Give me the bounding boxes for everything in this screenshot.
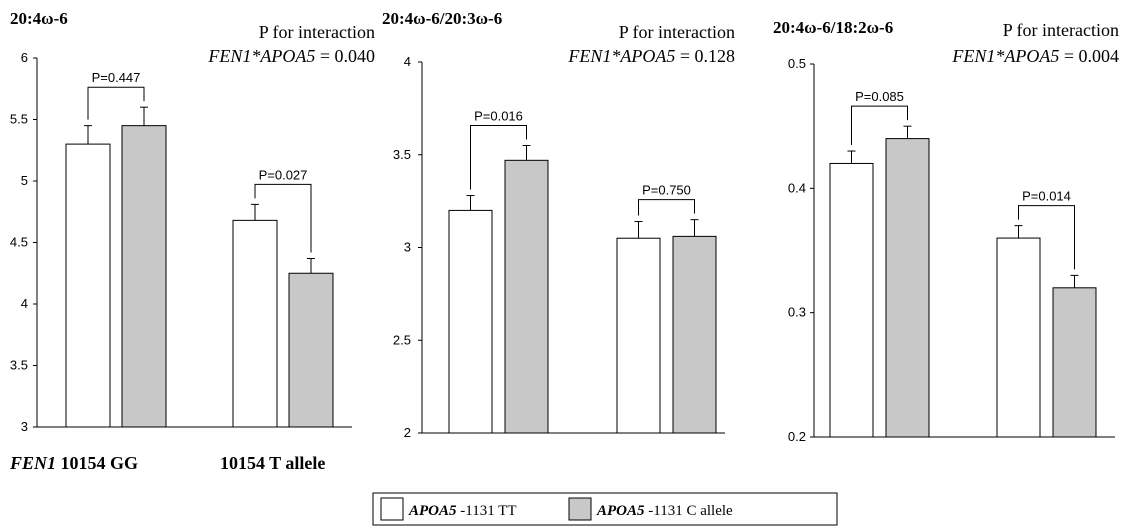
p-value-label: P=0.014 (1022, 189, 1071, 204)
x-category-gene: FEN1 (9, 453, 56, 473)
legend-genotype: -1131 C allele (645, 503, 734, 519)
y-tick-label: 3.5 (10, 358, 28, 373)
interaction-value-line: FEN1*APOA5 = 0.004 (951, 46, 1119, 66)
p-value-label: P=0.027 (259, 167, 308, 182)
panel-aa-la-ratio: 20:4ω-6/18:2ω-6 P for interaction FEN1*A… (773, 18, 1119, 444)
bar-tt (65, 143, 111, 428)
legend-swatch-tt (380, 497, 404, 521)
interaction-value: = 0.004 (1059, 46, 1119, 66)
interaction-value: = 0.040 (315, 46, 375, 66)
interaction-label: P for interaction (619, 22, 735, 42)
y-tick-label: 4.5 (10, 235, 28, 250)
legend-label-tt: APOA5 -1131 TT (408, 503, 517, 519)
p-value-label: P=0.085 (855, 89, 904, 104)
interaction-value-line: FEN1*APOA5 = 0.040 (207, 46, 375, 66)
y-tick-label: 0.2 (788, 429, 806, 444)
bar-tt (448, 209, 493, 434)
y-tick-label: 6 (21, 50, 28, 65)
y-tick-label: 2.5 (393, 332, 411, 347)
plot-area: 3 3.5 4 4.5 5 5.5 6 P=0.447 P=0.027 (10, 50, 352, 434)
p-value-label: P=0.750 (642, 183, 691, 198)
y-tick-label: 4 (21, 296, 28, 311)
interaction-label: P for interaction (259, 22, 375, 42)
significance-bracket (254, 183, 312, 253)
x-category-t-allele: 10154 T allele (220, 453, 325, 473)
interaction-value-line: FEN1*APOA5 = 0.128 (567, 46, 735, 66)
interaction-gene: FEN1*APOA5 (951, 46, 1059, 66)
panel-aa-dgla-ratio: 20:4ω-6/20:3ω-6 P for interaction FEN1*A… (382, 9, 735, 440)
bar-c-allele (885, 138, 930, 438)
bar-c-allele (504, 159, 549, 434)
x-category-gg-text: 10154 GG (56, 453, 138, 473)
interaction-value: = 0.128 (675, 46, 735, 66)
legend-label-c-allele: APOA5 -1131 C allele (596, 503, 733, 519)
interaction-label: P for interaction (1003, 20, 1119, 40)
bar-tt (829, 162, 874, 438)
bar-tt (996, 237, 1041, 438)
legend-gene: APOA5 (408, 503, 457, 519)
bar-c-allele (121, 125, 167, 428)
y-tick-label: 0.5 (788, 56, 806, 71)
significance-bracket (87, 86, 145, 120)
bar-c-allele (672, 235, 717, 434)
panel-title: 20:4ω-6 (10, 9, 68, 28)
y-tick-label: 3 (21, 419, 28, 434)
panel-arachidonic-acid: 20:4ω-6 P for interaction FEN1*APOA5 = 0… (10, 9, 375, 434)
panel-title: 20:4ω-6/18:2ω-6 (773, 18, 893, 37)
significance-bracket (1018, 205, 1075, 270)
significance-bracket (851, 105, 908, 146)
y-tick-label: 5.5 (10, 112, 28, 127)
plot-area: 0.2 0.3 0.4 0.5 P=0.085 P=0.014 (788, 56, 1115, 444)
y-tick-label: 4 (404, 54, 411, 69)
plot-area: 2 2.5 3 3.5 4 P=0.016 P=0.750 (393, 54, 725, 440)
p-value-label: P=0.447 (92, 70, 141, 85)
interaction-gene: FEN1*APOA5 (567, 46, 675, 66)
p-value-label: P=0.016 (474, 108, 523, 123)
legend-gene: APOA5 (596, 503, 645, 519)
x-category-gg: FEN1 10154 GG (9, 453, 138, 473)
legend-swatch-c-allele (568, 497, 592, 521)
significance-bracket (470, 124, 527, 190)
y-tick-label: 5 (21, 173, 28, 188)
bar-c-allele (1052, 287, 1097, 438)
y-tick-label: 3.5 (393, 147, 411, 162)
y-tick-label: 3 (404, 240, 411, 255)
significance-bracket (638, 199, 695, 216)
y-tick-label: 0.3 (788, 305, 806, 320)
y-tick-label: 2 (404, 425, 411, 440)
bar-tt (616, 237, 661, 434)
bar-tt (232, 219, 278, 428)
interaction-gene: FEN1*APOA5 (207, 46, 315, 66)
legend-genotype: -1131 TT (457, 503, 517, 519)
bar-c-allele (288, 272, 334, 428)
legend: APOA5 -1131 TT APOA5 -1131 C allele (372, 492, 838, 526)
panel-title: 20:4ω-6/20:3ω-6 (382, 9, 502, 28)
y-tick-label: 0.4 (788, 180, 806, 195)
legend-box (372, 492, 838, 526)
